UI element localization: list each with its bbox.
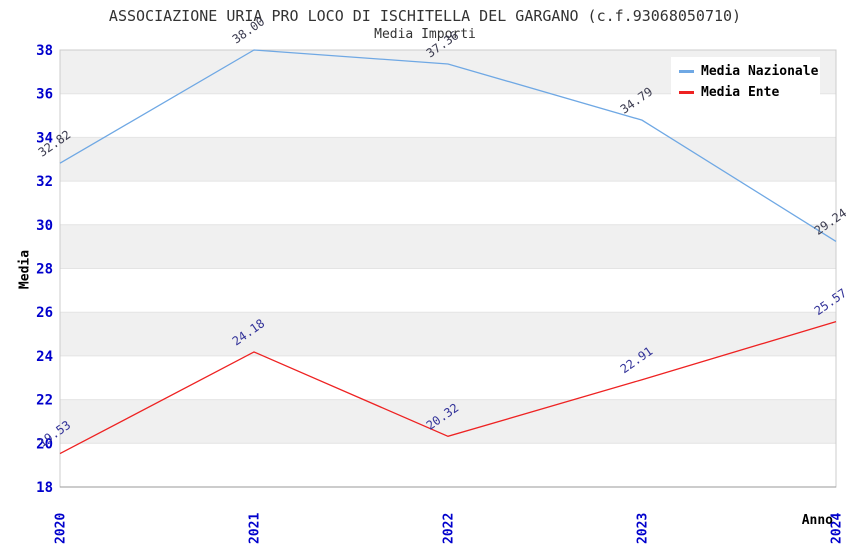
- legend-item-media-ente: Media Ente: [679, 84, 820, 101]
- legend: Media Nazionale Media Ente: [671, 57, 820, 107]
- x-tick-label: 2021: [248, 513, 263, 544]
- chart-subtitle: Media Importi: [374, 27, 476, 42]
- y-tick-label: 38: [36, 43, 53, 59]
- data-point-label: 38.00: [230, 14, 268, 46]
- x-axis-title: Anno: [801, 513, 833, 528]
- y-tick-label: 30: [36, 218, 53, 234]
- y-tick-label: 26: [36, 305, 53, 321]
- y-tick-label: 36: [36, 87, 53, 103]
- series-line-media-nazionale: [59, 49, 837, 242]
- legend-line-swatch-blue: [679, 70, 694, 73]
- legend-label: Media Nazionale: [701, 64, 819, 79]
- y-tick-label: 20: [36, 436, 53, 452]
- legend-label: Media Ente: [701, 85, 780, 100]
- legend-line-swatch-red: [679, 91, 694, 94]
- grid-band: [60, 312, 836, 356]
- y-tick-label: 32: [36, 174, 53, 190]
- y-axis-title: Media: [17, 249, 33, 290]
- y-tick-label: 24: [36, 349, 53, 365]
- series-line-media-ente: [59, 320, 837, 455]
- y-tick-label: 22: [36, 393, 53, 409]
- y-tick-label: 28: [36, 262, 53, 278]
- x-tick-label: 2024: [830, 513, 845, 544]
- grid-band: [60, 224, 836, 269]
- grid-band: [60, 137, 836, 182]
- x-tick-label: 2020: [54, 513, 69, 544]
- x-tick-label: 2022: [442, 513, 457, 544]
- y-tick-label: 34: [36, 130, 53, 146]
- legend-item-media-nazionale: Media Nazionale: [679, 63, 820, 80]
- y-tick-label: 18: [36, 480, 53, 496]
- chart-title: ASSOCIAZIONE URIA PRO LOCO DI ISCHITELLA…: [108, 7, 742, 25]
- x-tick-label: 2023: [636, 513, 651, 544]
